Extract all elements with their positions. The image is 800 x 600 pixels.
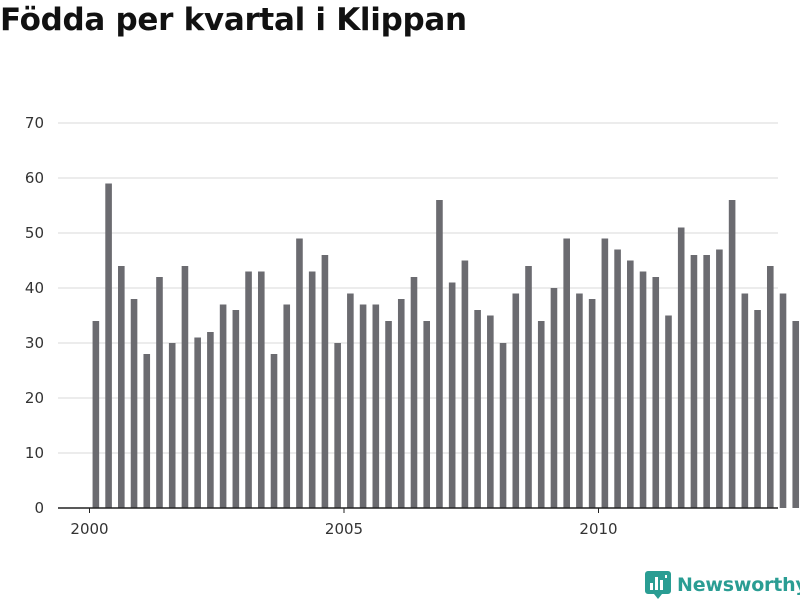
bar[interactable]	[474, 310, 481, 508]
chart-title: Födda per kvartal i Klippan	[0, 2, 467, 38]
bar[interactable]	[245, 271, 252, 509]
bar[interactable]	[194, 337, 201, 509]
bar[interactable]	[703, 255, 710, 508]
y-axis: 0 10 20 30 40 50 60 70	[25, 114, 44, 517]
bar[interactable]	[601, 238, 609, 509]
y-tick-label: 30	[25, 334, 44, 352]
bar[interactable]	[130, 299, 138, 508]
bar[interactable]	[207, 332, 214, 508]
y-tick-label: 20	[25, 389, 44, 407]
bars	[92, 183, 800, 509]
bar[interactable]	[410, 277, 418, 508]
bar[interactable]	[385, 321, 392, 508]
x-tick-label: 2005	[325, 520, 363, 538]
bar[interactable]	[334, 343, 341, 508]
y-tick-label: 0	[34, 499, 44, 517]
bar[interactable]	[321, 255, 329, 508]
bar[interactable]	[576, 293, 583, 509]
bar[interactable]	[257, 271, 265, 509]
y-tick-label: 40	[25, 279, 44, 297]
bar[interactable]	[665, 315, 672, 509]
y-tick-label: 10	[25, 444, 44, 462]
x-axis: 200020052010201520202025	[58, 507, 778, 538]
bar[interactable]	[792, 321, 800, 508]
brand-name: Newsworthy	[677, 574, 800, 596]
bar[interactable]	[639, 271, 647, 509]
bar[interactable]	[105, 183, 112, 509]
bar[interactable]	[716, 249, 723, 509]
bar[interactable]	[652, 277, 660, 508]
bar[interactable]	[512, 293, 520, 509]
bar[interactable]	[766, 266, 774, 508]
bar[interactable]	[588, 299, 596, 508]
y-tick-label: 60	[25, 169, 44, 187]
bar[interactable]	[563, 238, 570, 509]
bar[interactable]	[487, 315, 494, 509]
bar[interactable]	[232, 310, 240, 508]
bar[interactable]	[436, 200, 443, 508]
bar[interactable]	[270, 354, 278, 508]
bar[interactable]	[359, 304, 367, 509]
y-tick-label: 70	[25, 114, 44, 132]
x-tick-label: 2010	[579, 520, 617, 538]
bar[interactable]	[448, 282, 456, 509]
bar[interactable]	[754, 310, 761, 508]
bar[interactable]	[143, 354, 151, 508]
bar[interactable]	[677, 227, 685, 509]
bar[interactable]	[627, 260, 634, 509]
bar[interactable]	[499, 343, 507, 508]
bar[interactable]	[92, 321, 100, 508]
bar[interactable]	[296, 238, 303, 509]
bar[interactable]	[423, 321, 431, 508]
bar[interactable]	[118, 266, 125, 508]
bar[interactable]	[550, 288, 558, 508]
bar[interactable]	[728, 200, 736, 508]
bar[interactable]	[614, 249, 621, 509]
bar[interactable]	[779, 293, 787, 509]
bar[interactable]	[397, 299, 405, 508]
bar[interactable]	[690, 255, 698, 508]
bar[interactable]	[741, 293, 749, 509]
bar[interactable]	[525, 266, 532, 508]
newsworthy-logo[interactable]: Newsworthy	[645, 571, 800, 599]
bar[interactable]	[308, 271, 316, 509]
bar[interactable]	[168, 343, 176, 508]
y-tick-label: 50	[25, 224, 44, 242]
bar[interactable]	[283, 304, 291, 509]
bar[interactable]	[537, 321, 545, 508]
bar[interactable]	[461, 260, 469, 509]
bar[interactable]	[181, 266, 189, 508]
x-tick-label: 2000	[70, 520, 108, 538]
bar[interactable]	[372, 304, 380, 509]
newsworthy-logo-icon	[645, 571, 671, 599]
bar[interactable]	[219, 304, 227, 509]
bar[interactable]	[156, 277, 163, 508]
bar[interactable]	[347, 293, 354, 509]
gridlines	[58, 122, 778, 454]
